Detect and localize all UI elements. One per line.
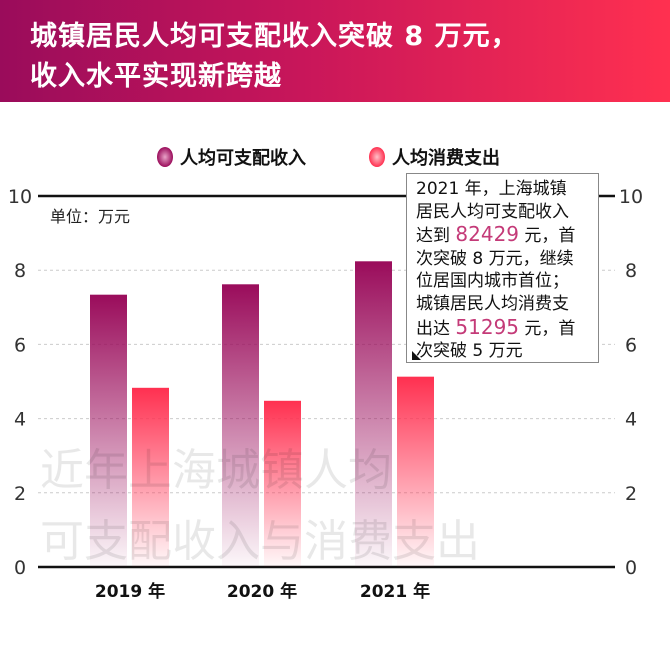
header-banner: 城镇居民人均可支配收入突破 8 万元， 收入水平实现新跨越 — [0, 0, 670, 102]
y-tick-label-left: 8 — [14, 260, 26, 282]
x-tick-label: 2019 年 — [95, 581, 165, 602]
watermark-line-1: 近年上海城镇人均 — [40, 445, 392, 496]
y-tick-label-left: 0 — [14, 557, 26, 579]
legend-label-income: 人均可支配收入 — [180, 147, 306, 169]
bar-expense — [264, 400, 301, 567]
bar-expense — [397, 376, 434, 567]
y-tick-label-right: 2 — [625, 483, 637, 505]
title-line-1: 城镇居民人均可支配收入突破 8 万元， — [30, 21, 519, 52]
y-tick-label-right: 4 — [625, 409, 637, 431]
callout-line: 位居国内城市首位； — [416, 271, 569, 292]
callout-line: 达到 82429 元，首 — [416, 223, 598, 248]
bar-expense — [132, 387, 169, 567]
callout-text: 出达 — [416, 318, 456, 339]
income-value-highlight: 82429 — [455, 222, 520, 247]
callout-text: 元，首 — [519, 226, 576, 247]
y-tick-label-right: 6 — [625, 334, 637, 356]
callout-text: 元，首 — [519, 318, 576, 339]
callout-line: 次突破 5 万元 — [416, 341, 523, 362]
y-tick-label-right: 8 — [625, 260, 637, 282]
x-tick-label: 2021 年 — [360, 581, 430, 602]
title-line-2: 收入水平实现新跨越 — [30, 61, 282, 92]
callout-line: 次突破 8 万元，继续 — [416, 248, 574, 269]
x-tick-label: 2020 年 — [227, 581, 297, 602]
legend-marker-income — [157, 147, 173, 167]
callout-line: 2021 年，上海城镇 — [416, 179, 567, 199]
callout-text: 达到 — [416, 226, 456, 247]
annotation-callout: 2021 年，上海城镇 居民人均可支配收入 达到 82429 元，首 次突破 8… — [406, 173, 599, 363]
bar-income — [90, 294, 127, 567]
callout-line: 城镇居民人均消费支 — [416, 293, 569, 314]
callout-pointer-icon — [412, 351, 421, 360]
callout-line: 出达 51295 元，首 — [416, 314, 598, 341]
watermark-line-2: 可支配收入与消费支出 — [40, 516, 480, 567]
legend-marker-expense — [369, 147, 385, 167]
legend-label-expense: 人均消费支出 — [392, 147, 500, 169]
y-tick-label-left: 2 — [14, 483, 26, 505]
y-tick-label-right: 0 — [625, 557, 637, 579]
y-tick-label-left: 10 — [8, 186, 32, 208]
callout-line: 居民人均可支配收入 — [416, 201, 569, 222]
y-tick-label-right: 10 — [619, 186, 643, 208]
bar-income — [355, 261, 392, 567]
y-tick-label-left: 6 — [14, 334, 26, 356]
bar-income — [222, 284, 259, 567]
expense-value-highlight: 51295 — [455, 314, 520, 339]
unit-label: 单位：万元 — [50, 207, 130, 226]
legend: 人均可支配收入 人均消费支出 — [157, 147, 500, 169]
y-tick-label-left: 4 — [14, 409, 26, 431]
